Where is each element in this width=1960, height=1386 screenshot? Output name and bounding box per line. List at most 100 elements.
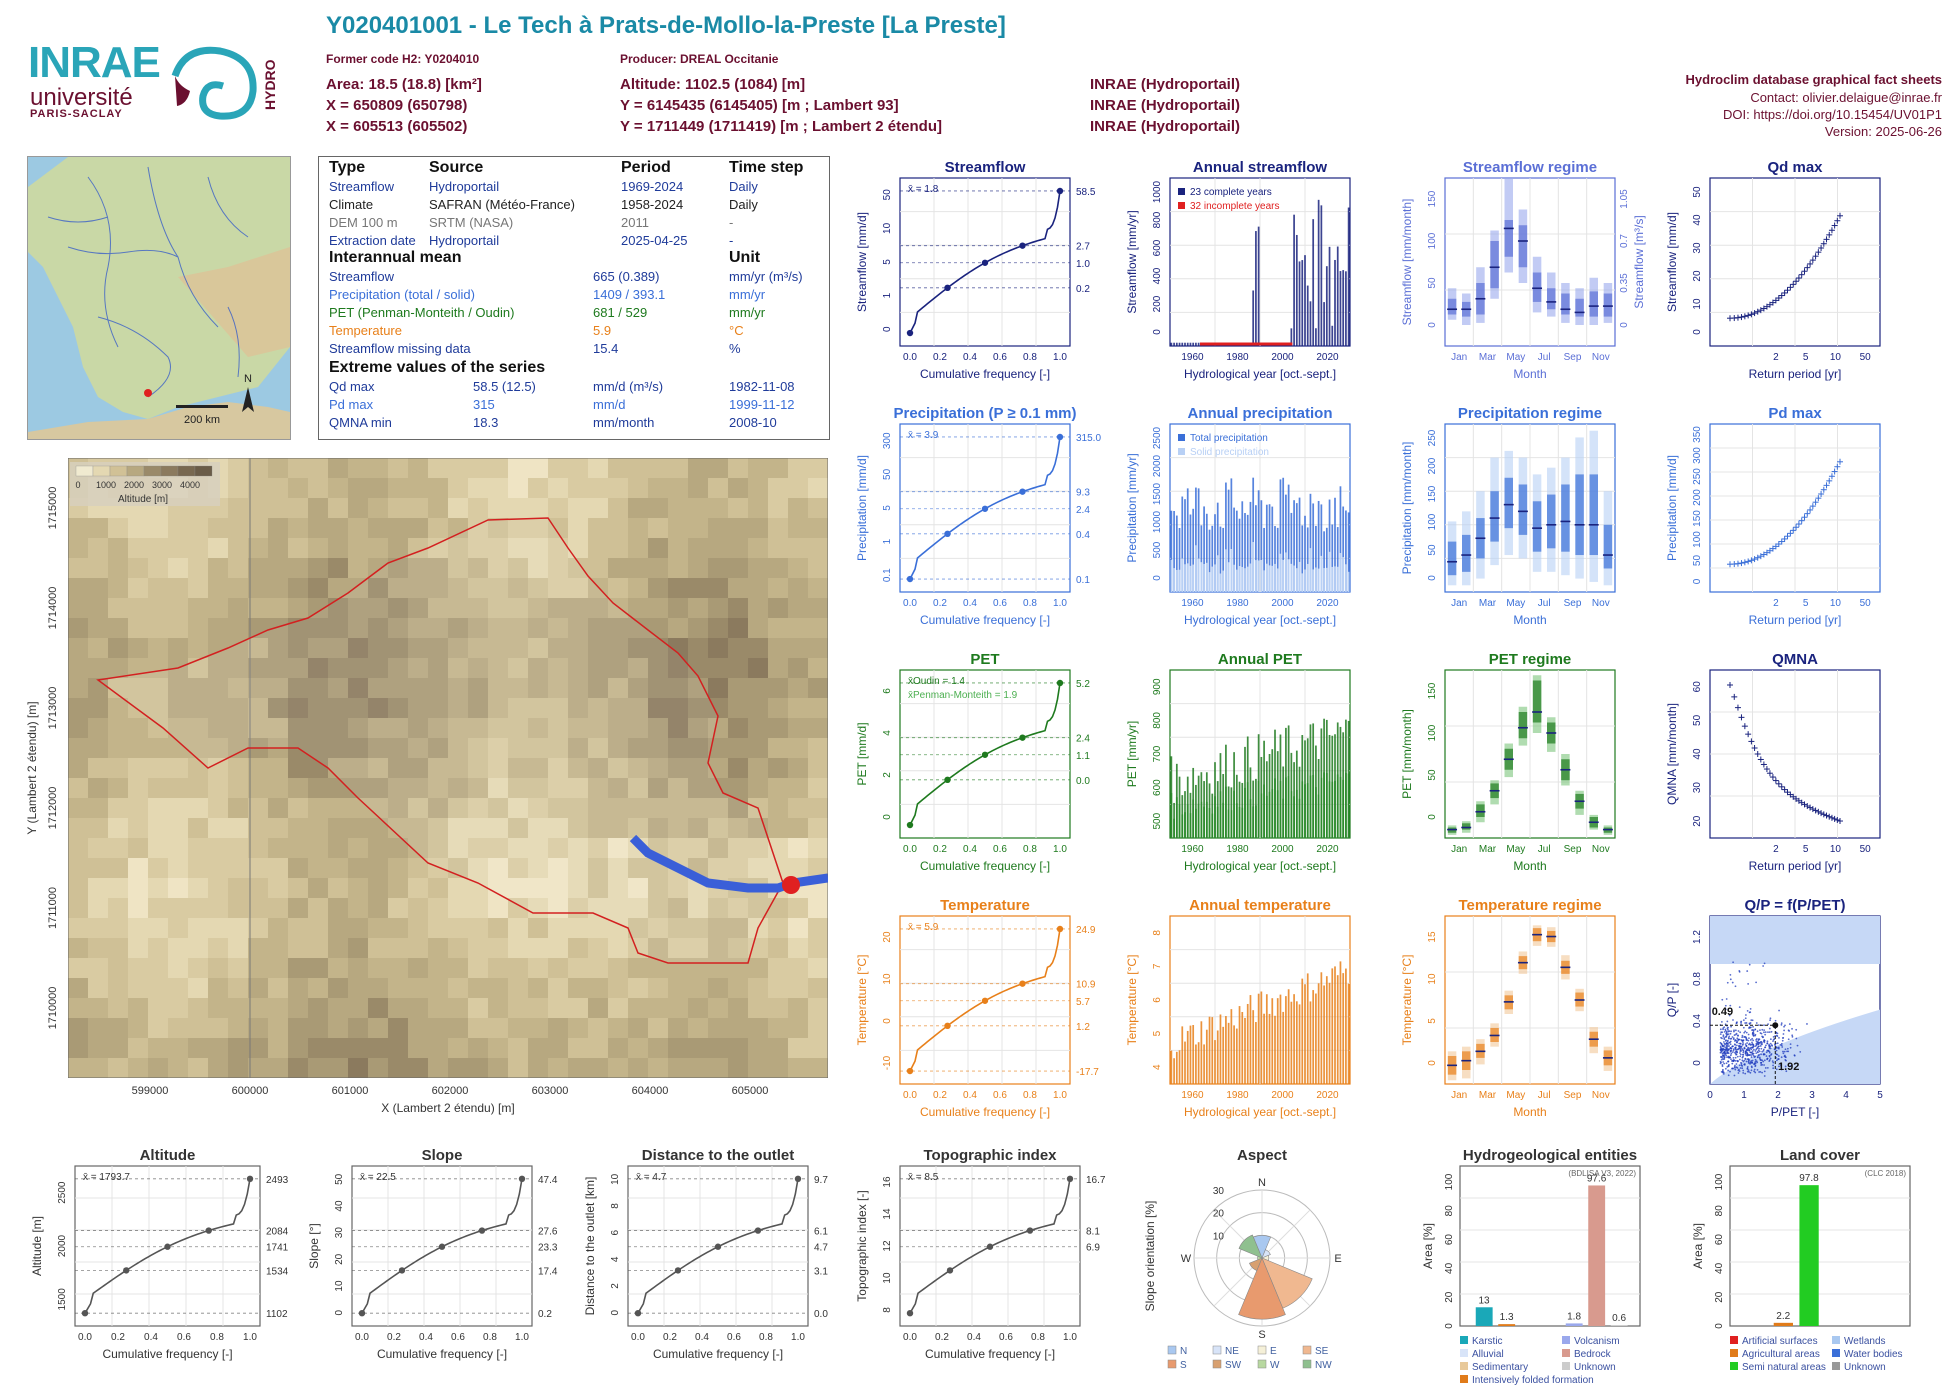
x-tick-label: 1960 bbox=[1181, 1090, 1204, 1101]
legend-entry: Semi natural areas bbox=[1742, 1362, 1826, 1373]
y-tick-label: 7 bbox=[1152, 963, 1163, 969]
relief-cell bbox=[448, 798, 469, 819]
relief-cell bbox=[208, 698, 229, 719]
relief-cell bbox=[548, 638, 569, 659]
x-axis-label: Hydrological year [oct.-sept.] bbox=[1184, 613, 1336, 627]
qp-point bbox=[1765, 1044, 1767, 1047]
qp-point bbox=[1755, 1044, 1758, 1047]
relief-cell bbox=[528, 698, 549, 719]
relief-cell bbox=[468, 498, 489, 519]
qp-point bbox=[1751, 1066, 1753, 1069]
relief-cell bbox=[728, 758, 749, 779]
qp-point bbox=[1735, 1041, 1738, 1044]
regime-iqr-box bbox=[1547, 288, 1556, 310]
relief-cell bbox=[528, 458, 549, 479]
annual-bar bbox=[1347, 983, 1350, 1084]
legend-swatch bbox=[1730, 1362, 1738, 1370]
annual-bar bbox=[1345, 968, 1347, 1084]
regime-iqr-box bbox=[1561, 484, 1570, 552]
oudin-pet-bar bbox=[1271, 789, 1274, 838]
relief-cell bbox=[528, 838, 549, 859]
qp-point bbox=[1763, 1039, 1766, 1041]
relief-cell bbox=[328, 818, 349, 839]
relief-cell bbox=[548, 738, 569, 759]
plot-frame bbox=[1729, 1165, 1911, 1327]
qp-point bbox=[1754, 1058, 1757, 1061]
y-tick-label: 0 bbox=[1692, 1060, 1703, 1066]
quantile-label: 2.7 bbox=[1076, 242, 1090, 253]
qp-point bbox=[1769, 1057, 1772, 1060]
annual-bar bbox=[1175, 342, 1178, 346]
relief-cell bbox=[428, 858, 449, 879]
altitude: Altitude: 1102.5 (1084) [m] bbox=[620, 76, 806, 93]
relief-cell bbox=[588, 798, 609, 819]
qp-point bbox=[1791, 1035, 1794, 1038]
mean-label: x̄ = 5.9 bbox=[908, 922, 939, 933]
relief-cell bbox=[488, 558, 509, 579]
oudin-pet-bar bbox=[1334, 780, 1336, 838]
relief-cell bbox=[768, 458, 789, 479]
relief-cell bbox=[528, 618, 549, 639]
return-period-point bbox=[1831, 222, 1838, 229]
quantile-label: 27.6 bbox=[538, 1227, 558, 1238]
y-tick-label: 150 bbox=[1692, 510, 1703, 527]
x-axis-label: Return period [yr] bbox=[1749, 367, 1842, 381]
qp-point bbox=[1722, 1061, 1725, 1063]
x-tick-label: 0.4 bbox=[963, 598, 977, 609]
regime-iqr-box bbox=[1603, 293, 1613, 317]
relief-cell bbox=[808, 758, 829, 779]
relief-cell bbox=[708, 618, 729, 639]
y-tick-label: 10 bbox=[882, 1272, 893, 1284]
relief-cell bbox=[288, 638, 309, 659]
relief-cell bbox=[628, 818, 649, 839]
relief-cell bbox=[468, 818, 489, 839]
legend-entry: Karstic bbox=[1472, 1336, 1503, 1347]
relief-cell bbox=[728, 778, 749, 799]
return-period-point bbox=[1772, 777, 1779, 784]
qp-point bbox=[1729, 1032, 1732, 1035]
y-tick-label: 100 bbox=[1714, 1173, 1725, 1190]
return-period-point bbox=[1745, 558, 1752, 565]
y-tick-label: 0 bbox=[1427, 575, 1438, 581]
y-tick-label: 6 bbox=[882, 688, 893, 694]
relief-cell bbox=[688, 598, 709, 619]
solid-precip-bar bbox=[1342, 557, 1345, 592]
y-tick-label: 30 bbox=[1692, 782, 1703, 794]
relief-cell bbox=[768, 798, 789, 819]
relief-cell bbox=[288, 478, 309, 499]
qp-point bbox=[1725, 1039, 1727, 1042]
qp-point bbox=[1741, 1034, 1744, 1037]
qp-point bbox=[1745, 1045, 1748, 1047]
relief-cell bbox=[348, 558, 369, 579]
qp-point bbox=[1742, 1055, 1744, 1058]
qp-point bbox=[1744, 1072, 1747, 1075]
quantile-label: 1.1 bbox=[1076, 751, 1090, 762]
quantile-label: 5.7 bbox=[1076, 997, 1090, 1008]
x-tick-label: Jul bbox=[1538, 352, 1551, 363]
relief-cell bbox=[408, 838, 429, 859]
relief-cell bbox=[708, 498, 729, 519]
oudin-pet-bar bbox=[1252, 806, 1255, 838]
map-x-tick: 600000 bbox=[232, 1085, 269, 1097]
relief-cell bbox=[248, 598, 269, 619]
relief-cell bbox=[388, 778, 409, 799]
annual-bar bbox=[1317, 983, 1320, 1084]
relief-cell bbox=[608, 838, 629, 859]
return-period-point bbox=[1818, 244, 1825, 251]
qp-point bbox=[1757, 1051, 1759, 1054]
solid-precip-bar bbox=[1306, 563, 1309, 592]
relief-cell bbox=[228, 778, 249, 799]
y-tick-label: 10 bbox=[334, 1280, 345, 1292]
map-x-tick: 604000 bbox=[632, 1085, 669, 1097]
relief-cell bbox=[688, 498, 709, 519]
percent-bar bbox=[1773, 1322, 1793, 1326]
relief-cell bbox=[568, 738, 589, 759]
qp-point bbox=[1728, 1035, 1731, 1038]
mean-label-2: x̄Penman-Monteith = 1.9 bbox=[908, 690, 1018, 701]
y-tick-label: 0 bbox=[334, 1309, 345, 1315]
relief-cell bbox=[688, 558, 709, 579]
bar-value-label: 0.6 bbox=[1612, 1313, 1626, 1324]
info-row-source: SAFRAN (Météo-France) bbox=[429, 197, 575, 212]
oudin-pet-bar bbox=[1173, 818, 1175, 838]
relief-cell bbox=[288, 518, 309, 539]
